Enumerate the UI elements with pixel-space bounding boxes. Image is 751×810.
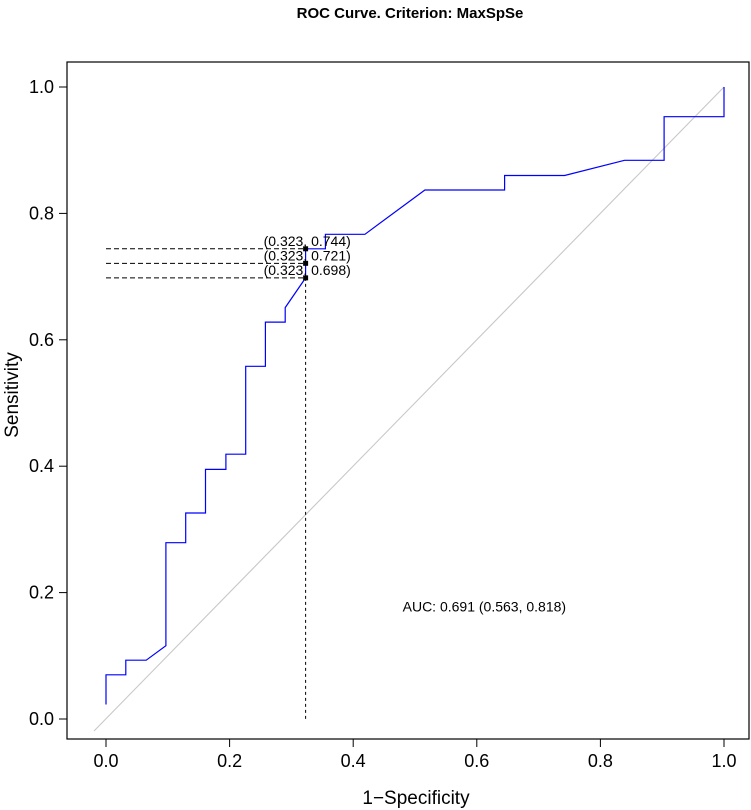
y-axis-label: Sensitivity (2, 352, 23, 438)
roc-curve-line (105, 87, 725, 705)
x-tick-label: 0.2 (217, 751, 242, 771)
x-tick-label: 0.0 (93, 751, 118, 771)
threshold-point (303, 275, 309, 281)
y-tick-label: 0.0 (29, 709, 54, 729)
y-tick-label: 0.4 (29, 456, 54, 476)
threshold-point (303, 260, 309, 266)
chart-title: ROC Curve. Criterion: MaxSpSe (297, 5, 524, 22)
x-axis-label: 1−Specificity (362, 788, 470, 809)
threshold-label: (0.323, 0.721) (264, 247, 351, 263)
threshold-label: (0.323, 0.744) (264, 233, 351, 249)
y-tick-label: 1.0 (29, 77, 54, 97)
x-tick-label: 1.0 (711, 751, 736, 771)
y-tick-label: 0.2 (29, 583, 54, 603)
x-tick-label: 0.4 (341, 751, 366, 771)
threshold-point (303, 246, 309, 252)
reference-diagonal (93, 86, 725, 732)
auc-label: AUC: 0.691 (0.563, 0.818) (403, 599, 566, 615)
threshold-label: (0.323, 0.698) (264, 262, 351, 278)
x-tick-label: 0.8 (588, 751, 613, 771)
x-tick-label: 0.6 (464, 751, 489, 771)
y-tick-label: 0.8 (29, 203, 54, 223)
y-tick-label: 0.6 (29, 330, 54, 350)
plot-frame (66, 61, 750, 740)
